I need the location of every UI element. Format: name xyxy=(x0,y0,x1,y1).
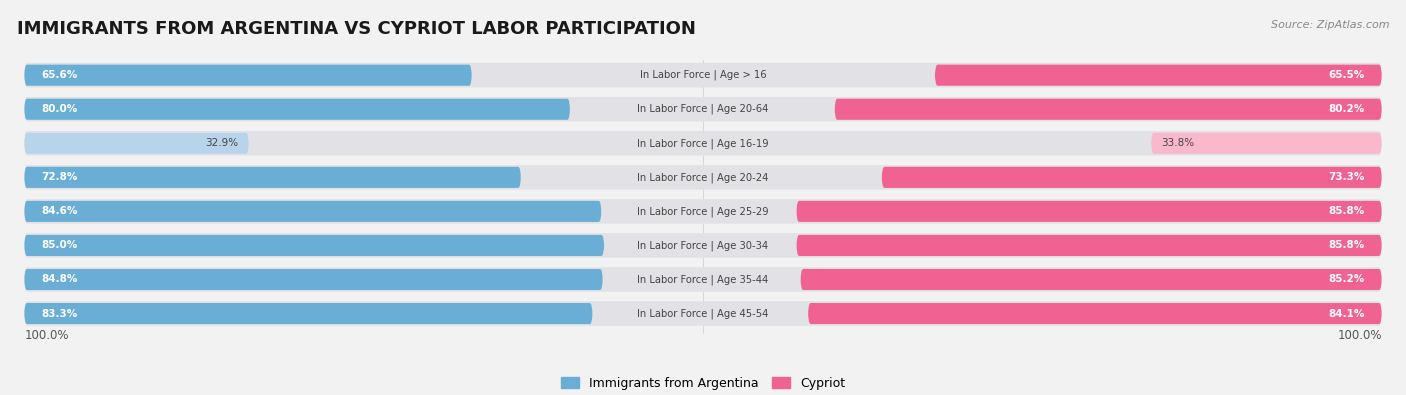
FancyBboxPatch shape xyxy=(808,303,1382,324)
FancyBboxPatch shape xyxy=(796,235,1382,256)
FancyBboxPatch shape xyxy=(24,201,602,222)
FancyBboxPatch shape xyxy=(24,65,472,86)
FancyBboxPatch shape xyxy=(800,269,1382,290)
Text: IMMIGRANTS FROM ARGENTINA VS CYPRIOT LABOR PARTICIPATION: IMMIGRANTS FROM ARGENTINA VS CYPRIOT LAB… xyxy=(17,20,696,38)
FancyBboxPatch shape xyxy=(835,99,1382,120)
FancyBboxPatch shape xyxy=(24,303,592,324)
Text: In Labor Force | Age > 16: In Labor Force | Age > 16 xyxy=(640,70,766,81)
Text: 65.5%: 65.5% xyxy=(1329,70,1365,80)
Text: In Labor Force | Age 16-19: In Labor Force | Age 16-19 xyxy=(637,138,769,149)
FancyBboxPatch shape xyxy=(24,301,1382,326)
Text: In Labor Force | Age 45-54: In Labor Force | Age 45-54 xyxy=(637,308,769,319)
FancyBboxPatch shape xyxy=(882,167,1382,188)
Text: 84.1%: 84.1% xyxy=(1329,308,1365,318)
Text: 100.0%: 100.0% xyxy=(1337,329,1382,342)
Text: 85.8%: 85.8% xyxy=(1329,207,1365,216)
Text: 72.8%: 72.8% xyxy=(41,172,77,182)
Legend: Immigrants from Argentina, Cypriot: Immigrants from Argentina, Cypriot xyxy=(555,372,851,395)
FancyBboxPatch shape xyxy=(24,199,1382,224)
Text: 65.6%: 65.6% xyxy=(41,70,77,80)
FancyBboxPatch shape xyxy=(24,233,1382,258)
Text: 85.0%: 85.0% xyxy=(41,241,77,250)
Text: 84.8%: 84.8% xyxy=(41,275,77,284)
Text: 33.8%: 33.8% xyxy=(1161,138,1195,148)
Text: 84.6%: 84.6% xyxy=(41,207,77,216)
FancyBboxPatch shape xyxy=(24,131,1382,156)
Text: 32.9%: 32.9% xyxy=(205,138,239,148)
Text: In Labor Force | Age 35-44: In Labor Force | Age 35-44 xyxy=(637,274,769,285)
FancyBboxPatch shape xyxy=(24,165,1382,190)
Text: 85.2%: 85.2% xyxy=(1329,275,1365,284)
Text: In Labor Force | Age 20-24: In Labor Force | Age 20-24 xyxy=(637,172,769,182)
FancyBboxPatch shape xyxy=(24,167,520,188)
FancyBboxPatch shape xyxy=(24,133,249,154)
Text: 83.3%: 83.3% xyxy=(41,308,77,318)
FancyBboxPatch shape xyxy=(24,235,605,256)
Text: In Labor Force | Age 30-34: In Labor Force | Age 30-34 xyxy=(637,240,769,251)
Text: In Labor Force | Age 20-64: In Labor Force | Age 20-64 xyxy=(637,104,769,115)
Text: 85.8%: 85.8% xyxy=(1329,241,1365,250)
FancyBboxPatch shape xyxy=(796,201,1382,222)
Text: 100.0%: 100.0% xyxy=(24,329,69,342)
FancyBboxPatch shape xyxy=(24,267,1382,292)
Text: In Labor Force | Age 25-29: In Labor Force | Age 25-29 xyxy=(637,206,769,216)
Text: 80.2%: 80.2% xyxy=(1329,104,1365,114)
FancyBboxPatch shape xyxy=(1152,133,1382,154)
Text: 73.3%: 73.3% xyxy=(1329,172,1365,182)
FancyBboxPatch shape xyxy=(24,97,1382,122)
FancyBboxPatch shape xyxy=(24,63,1382,87)
FancyBboxPatch shape xyxy=(24,99,569,120)
FancyBboxPatch shape xyxy=(24,269,603,290)
Text: 80.0%: 80.0% xyxy=(41,104,77,114)
Text: Source: ZipAtlas.com: Source: ZipAtlas.com xyxy=(1271,20,1389,30)
FancyBboxPatch shape xyxy=(935,65,1382,86)
